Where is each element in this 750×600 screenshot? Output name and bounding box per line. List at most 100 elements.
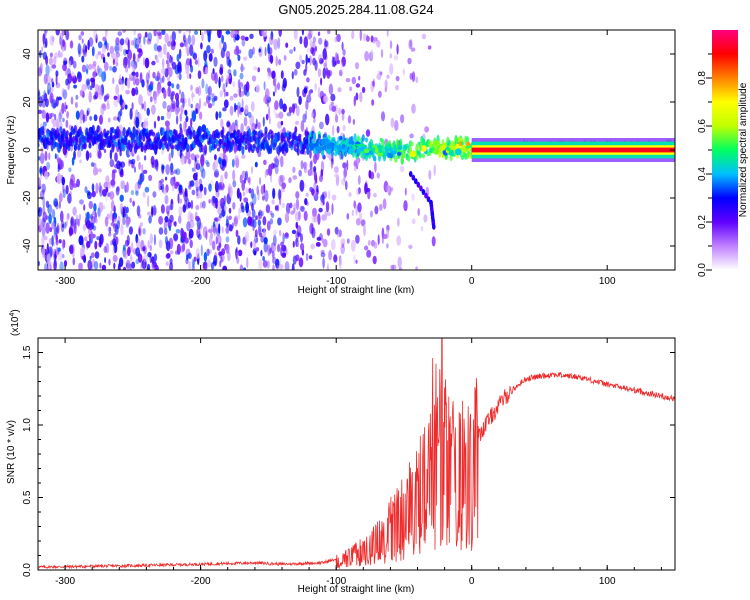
heatmap-cell xyxy=(407,155,411,162)
heatmap-cell xyxy=(342,162,347,169)
heatmap-cell xyxy=(97,51,102,56)
heatmap-cell xyxy=(299,54,302,63)
heatmap-cell xyxy=(183,120,187,133)
heatmap-cell xyxy=(49,112,55,118)
heatmap-cell xyxy=(212,161,216,171)
heatmap-cell xyxy=(221,226,224,234)
heatmap-cell xyxy=(312,207,317,217)
heatmap-cell xyxy=(118,161,122,167)
heatmap-cell xyxy=(331,203,334,215)
heatmap-cell xyxy=(185,30,189,33)
heatmap-cell xyxy=(57,247,61,252)
heatmap-cell xyxy=(79,89,84,97)
snr-series-line xyxy=(38,338,675,570)
heatmap-cell xyxy=(241,38,246,47)
heatmap-cell xyxy=(293,46,296,52)
heatmap-cell xyxy=(255,237,259,243)
heatmap-cell xyxy=(153,94,157,105)
heatmap-cell xyxy=(163,89,167,99)
heatmap-cell xyxy=(420,226,424,232)
heatmap-cell xyxy=(306,145,310,156)
heatmap-cell xyxy=(81,84,87,92)
heatmap-cell xyxy=(141,103,144,110)
heatmap-cell xyxy=(192,260,195,269)
heatmap-cell xyxy=(169,262,174,270)
heatmap-cell xyxy=(72,135,76,144)
heatmap-cell xyxy=(143,57,145,67)
heatmap-cell xyxy=(212,68,215,74)
heatmap-cell xyxy=(68,60,72,68)
heatmap-cell xyxy=(63,60,68,65)
heatmap-cell xyxy=(318,174,323,183)
heatmap-cell xyxy=(65,119,69,128)
heatmap-cell xyxy=(91,183,95,192)
heatmap-cell xyxy=(166,104,171,113)
heatmap-cell xyxy=(312,209,317,218)
heatmap-cell xyxy=(199,165,204,173)
heatmap-cell xyxy=(318,54,323,62)
heatmap-cell xyxy=(91,79,96,89)
heatmap-cell xyxy=(106,130,110,136)
heatmap-cell xyxy=(213,95,218,102)
heatmap-cell xyxy=(149,81,154,86)
heatmap-cell xyxy=(189,129,193,140)
heatmap-cell xyxy=(339,69,343,77)
heatmap-cell xyxy=(265,204,271,214)
heatmap-cell xyxy=(421,33,427,40)
heatmap-cell xyxy=(112,238,117,246)
heatmap-cell xyxy=(55,82,61,89)
heatmap-cell xyxy=(104,216,109,227)
heatmap-cell xyxy=(227,251,231,262)
heatmap-cell xyxy=(190,117,193,128)
heatmap-cell xyxy=(303,183,307,189)
heatmap-cell xyxy=(77,144,81,151)
heatmap-cell xyxy=(411,218,416,225)
heatmap-cell xyxy=(191,110,197,122)
heatmap-cell xyxy=(240,35,246,41)
heatmap-cell xyxy=(285,42,289,48)
top-y-tick-label: 0 xyxy=(22,147,33,153)
heatmap-cell xyxy=(205,160,209,165)
heatmap-cell xyxy=(351,76,356,85)
heatmap-cell xyxy=(357,175,361,185)
heatmap-cell xyxy=(76,178,80,188)
heatmap-cell xyxy=(133,30,136,36)
heatmap-cell xyxy=(274,100,279,111)
heatmap-cell xyxy=(448,149,455,156)
heatmap-cell xyxy=(272,77,276,87)
heatmap-cell xyxy=(135,39,140,45)
heatmap-cell xyxy=(199,183,204,192)
heatmap-cell xyxy=(173,233,179,241)
heatmap-cell xyxy=(248,187,252,194)
heatmap-cell xyxy=(229,95,234,101)
heatmap-cell xyxy=(225,243,230,254)
heatmap-cell xyxy=(262,195,265,201)
heatmap-cell xyxy=(240,63,244,72)
heatmap-cell xyxy=(181,243,186,252)
heatmap-cell xyxy=(197,233,202,240)
heatmap-cell xyxy=(282,135,286,142)
heatmap-cell xyxy=(258,48,261,53)
heatmap-cell xyxy=(61,176,66,186)
heatmap-cell xyxy=(407,57,412,65)
heatmap-cell xyxy=(316,184,319,193)
heatmap-cell xyxy=(309,39,313,48)
heatmap-cell xyxy=(191,263,195,270)
heatmap-cell xyxy=(122,216,126,226)
heatmap-cell xyxy=(191,34,196,46)
heatmap-cell xyxy=(93,94,97,100)
heatmap-cell xyxy=(128,226,133,235)
heatmap-cell xyxy=(262,116,265,127)
heatmap-cell xyxy=(238,82,244,87)
heatmap-cell xyxy=(116,220,120,230)
heatmap-cell xyxy=(334,61,337,66)
heatmap-cell xyxy=(186,143,190,150)
heatmap-cell xyxy=(351,30,355,40)
heatmap-cell xyxy=(190,199,194,210)
heatmap-cell xyxy=(88,200,94,210)
heatmap-cell xyxy=(263,81,266,91)
heatmap-cell xyxy=(86,68,88,74)
heatmap-cell xyxy=(368,169,372,179)
heatmap-cell xyxy=(276,82,281,91)
heatmap-cell xyxy=(274,205,278,211)
